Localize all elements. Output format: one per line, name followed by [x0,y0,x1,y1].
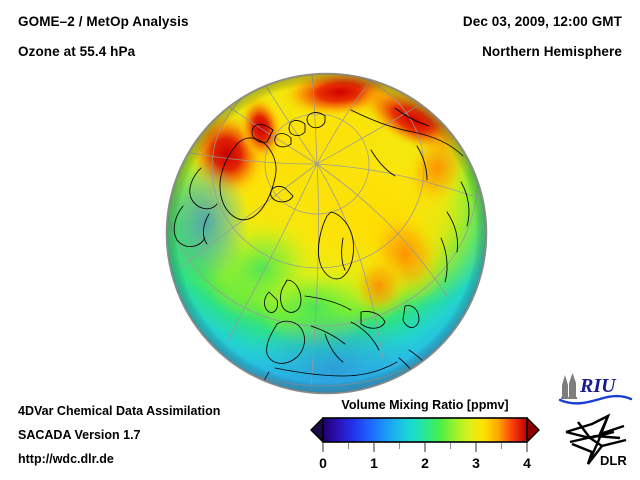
page-subtitle: Ozone at 55.4 hPa [18,44,136,59]
dlr-logo: DLR [565,413,627,468]
page-title: GOME–2 / MetOp Analysis [18,14,189,29]
colorbar-tick-0: 0 [319,455,327,471]
colorbar-minor-ticks [347,443,503,449]
colorbar-title: Volume Mixing Ratio [ppmv] [341,398,509,412]
colorbar-major-ticks [322,443,528,452]
colorbar-svg: 0 1 2 3 4 [310,417,540,471]
riu-spires-icon [561,373,577,399]
colorbar: Volume Mixing Ratio [ppmv] [305,398,545,474]
colorbar-tick-3: 3 [472,455,480,471]
riu-logo: RIU [558,373,633,405]
timestamp-label: Dec 03, 2009, 12:00 GMT [462,14,622,29]
dlr-wordmark: DLR [600,453,627,468]
website-url[interactable]: http://wdc.dlr.de [18,452,114,466]
riu-wave-icon [558,394,633,405]
limb-shading [166,73,487,394]
method-label: 4DVar Chemical Data Assimilation [18,404,221,418]
dlr-pinwheel-icon [565,413,627,465]
globe-map [165,72,488,395]
colorbar-under-arrow [310,417,324,443]
colorbar-gradient [322,417,528,443]
region-label: Northern Hemisphere [482,44,622,59]
colorbar-tick-2: 2 [421,455,429,471]
ozone-field [166,73,487,394]
globe-outline [165,72,488,395]
orthographic-projection-svg [165,72,488,395]
colorbar-over-arrow [526,417,540,443]
riu-wordmark: RIU [579,375,617,397]
version-label: SACADA Version 1.7 [18,428,141,442]
colorbar-tick-4: 4 [523,455,531,471]
colorbar-tick-1: 1 [370,455,378,471]
